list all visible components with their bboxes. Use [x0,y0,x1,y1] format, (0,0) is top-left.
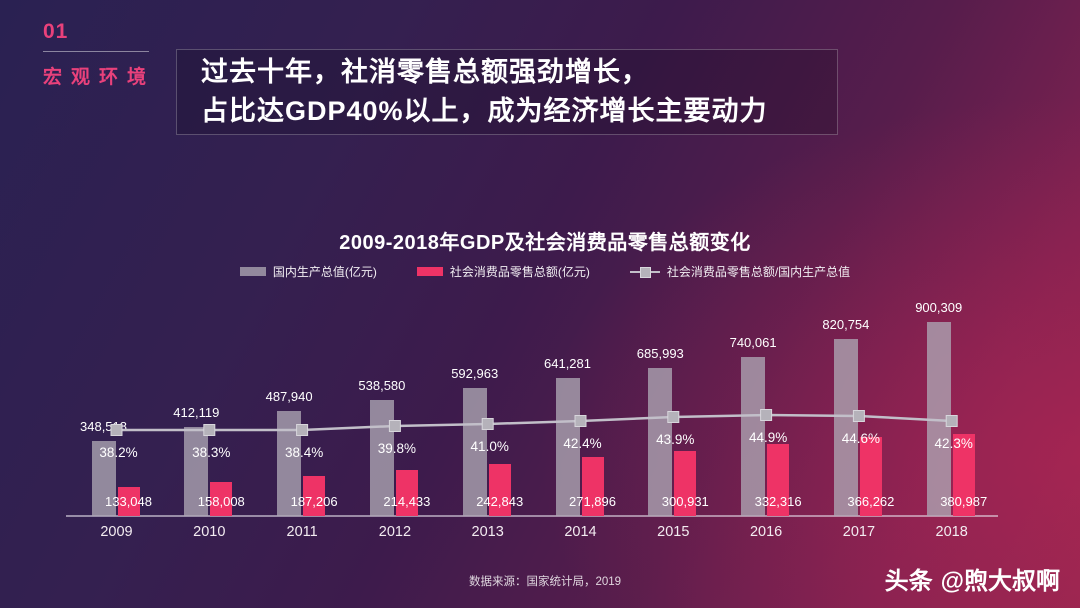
x-axis-tick-label: 2018 [935,524,968,540]
gdp-bar [184,427,209,516]
retail-value-label: 214,433 [383,494,431,509]
legend-label-ratio: 社会消费品零售总额/国内生产总值 [666,265,851,279]
retail-bar [859,437,882,516]
ratio-value-label: 39.8% [377,441,417,456]
section-underline [43,51,149,52]
headline-box: 过去十年，社消零售总额强劲增长， 占比达GDP40%以上，成为经济增长主要动力 [176,49,838,135]
ratio-value-label: 42.4% [563,436,602,451]
gdp-value-label: 412,119 [173,405,220,420]
gdp-value-label: 641,281 [544,356,591,371]
gdp-value-label: 900,309 [915,300,963,315]
section-label: 宏观环境 [43,67,156,88]
section-number: 01 [43,20,69,43]
retail-value-label: 187,206 [290,494,338,509]
retail-value-label: 300,931 [661,494,709,509]
x-axis-tick-label: 2013 [471,524,504,540]
retail-bar [488,464,511,516]
ratio-value-label: 41.0% [470,439,509,454]
retail-value-label: 133,048 [105,494,152,509]
retail-bar [952,434,975,516]
retail-value-label: 242,843 [476,494,524,509]
gdp-bar [91,441,116,516]
gdp-value-label: 348,518 [80,419,127,434]
gdp-value-label: 740,061 [729,335,777,350]
data-source-caption: 数据来源：国家统计局，2019 [468,576,622,588]
retail-bar [767,444,790,516]
x-axis-line [66,515,998,517]
ratio-value-label: 44.6% [841,431,881,446]
retail-bar [581,457,604,516]
legend-item-gdp: 国内生产总值(亿元) [239,263,377,280]
gdp-bar [462,388,487,516]
gdp-bar [833,339,858,516]
gdp-bar [741,357,766,516]
chart-legend: 国内生产总值(亿元) 社会消费品零售总额(亿元) 社会消费品零售总额/国内生产总… [0,263,1080,280]
headline-line-2: 占比达GDP40%以上，成为经济增长主要动力 [201,96,768,126]
x-axis-tick-label: 2017 [842,524,876,540]
x-axis-tick-label: 2011 [286,524,318,540]
retail-value-label: 380,987 [940,494,988,509]
gdp-bar [555,378,580,516]
headline-line-1: 过去十年，社消零售总额强劲增长， [201,57,649,87]
ratio-value-label: 42.3% [934,436,973,451]
retail-value-label: 332,316 [754,494,802,509]
ratio-value-label: 38.4% [284,445,324,460]
ratio-value-label: 38.2% [99,445,138,460]
legend-item-retail: 社会消费品零售总额(亿元) [416,263,590,280]
gdp-bar [648,368,673,516]
gdp-value-label: 538,580 [358,378,406,393]
chart-title: 2009-2018年GDP及社会消费品零售总额变化 [339,232,751,254]
retail-bar [395,470,418,516]
watermark-handle: @煦大叔啊 [940,568,1060,595]
retail-bar [210,482,233,516]
ratio-value-label: 38.3% [192,445,231,460]
ratio-value-label: 43.9% [656,432,695,447]
watermark: 头条 @煦大叔啊 [885,561,1060,596]
ratio-line-marker-icon [629,266,660,278]
retail-value-label: 271,896 [569,494,616,509]
gdp-value-label: 592,963 [451,366,499,381]
gdp-value-label: 685,993 [636,346,684,361]
x-axis-tick-label: 2012 [378,524,412,540]
legend-label-gdp: 国内生产总值(亿元) [272,265,377,279]
x-axis-tick-label: 2016 [749,524,783,540]
gdp-swatch-icon [239,267,266,276]
retail-swatch-icon [416,267,443,276]
x-axis-tick-label: 2014 [564,524,597,540]
gdp-bar [926,322,951,516]
legend-item-ratio: 社会消费品零售总额/国内生产总值 [629,263,851,280]
retail-value-label: 366,262 [847,494,895,509]
ratio-value-label: 44.9% [748,430,788,445]
x-axis-tick-label: 2015 [657,524,690,540]
gdp-value-label: 487,940 [265,389,313,404]
legend-label-retail: 社会消费品零售总额(亿元) [449,265,590,279]
retail-bar [674,451,697,516]
gdp-value-label: 820,754 [822,317,870,332]
retail-bar [303,476,326,516]
x-axis-tick-label: 2010 [193,524,226,540]
x-axis-tick-label: 2009 [100,524,133,540]
retail-value-label: 158,008 [197,494,245,509]
retail-bar [117,487,140,516]
watermark-brand: 头条 [884,568,933,595]
